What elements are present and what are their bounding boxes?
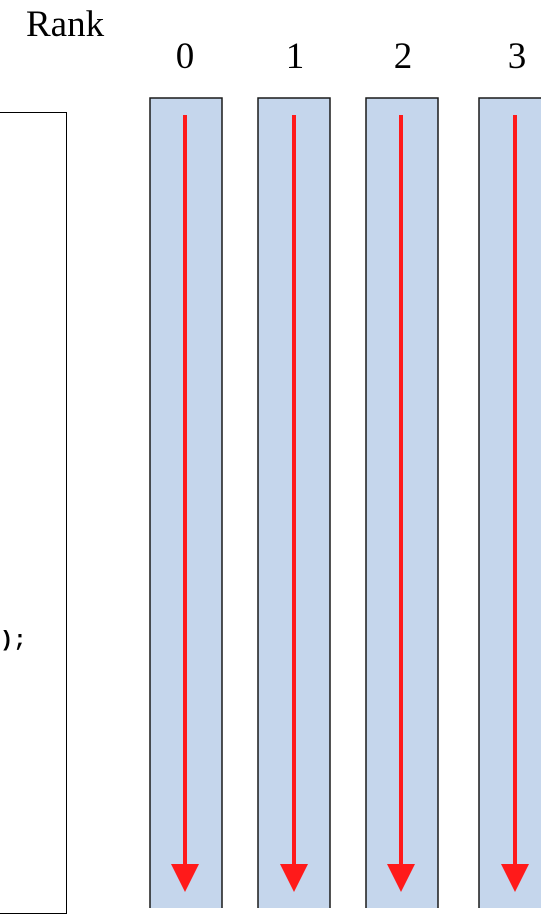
rank-3-arrow-head (501, 864, 529, 892)
rank-1-arrow-head (280, 864, 308, 892)
rank-0-arrow-head (171, 864, 199, 892)
rank-2-label: 2 (393, 36, 413, 77)
rank-1-lane (257, 97, 331, 908)
rank-3-lane (478, 97, 541, 908)
code-line-fragment: ); (0, 628, 27, 653)
rank-2-lane (365, 97, 439, 908)
rank-title: Rank (26, 4, 105, 45)
rank-1-label: 1 (285, 36, 305, 77)
rank-0-label: 0 (175, 36, 195, 77)
code-panel (0, 112, 67, 914)
rank-0-lane (149, 97, 223, 908)
rank-2-arrow-head (387, 864, 415, 892)
rank-3-label: 3 (507, 36, 527, 77)
